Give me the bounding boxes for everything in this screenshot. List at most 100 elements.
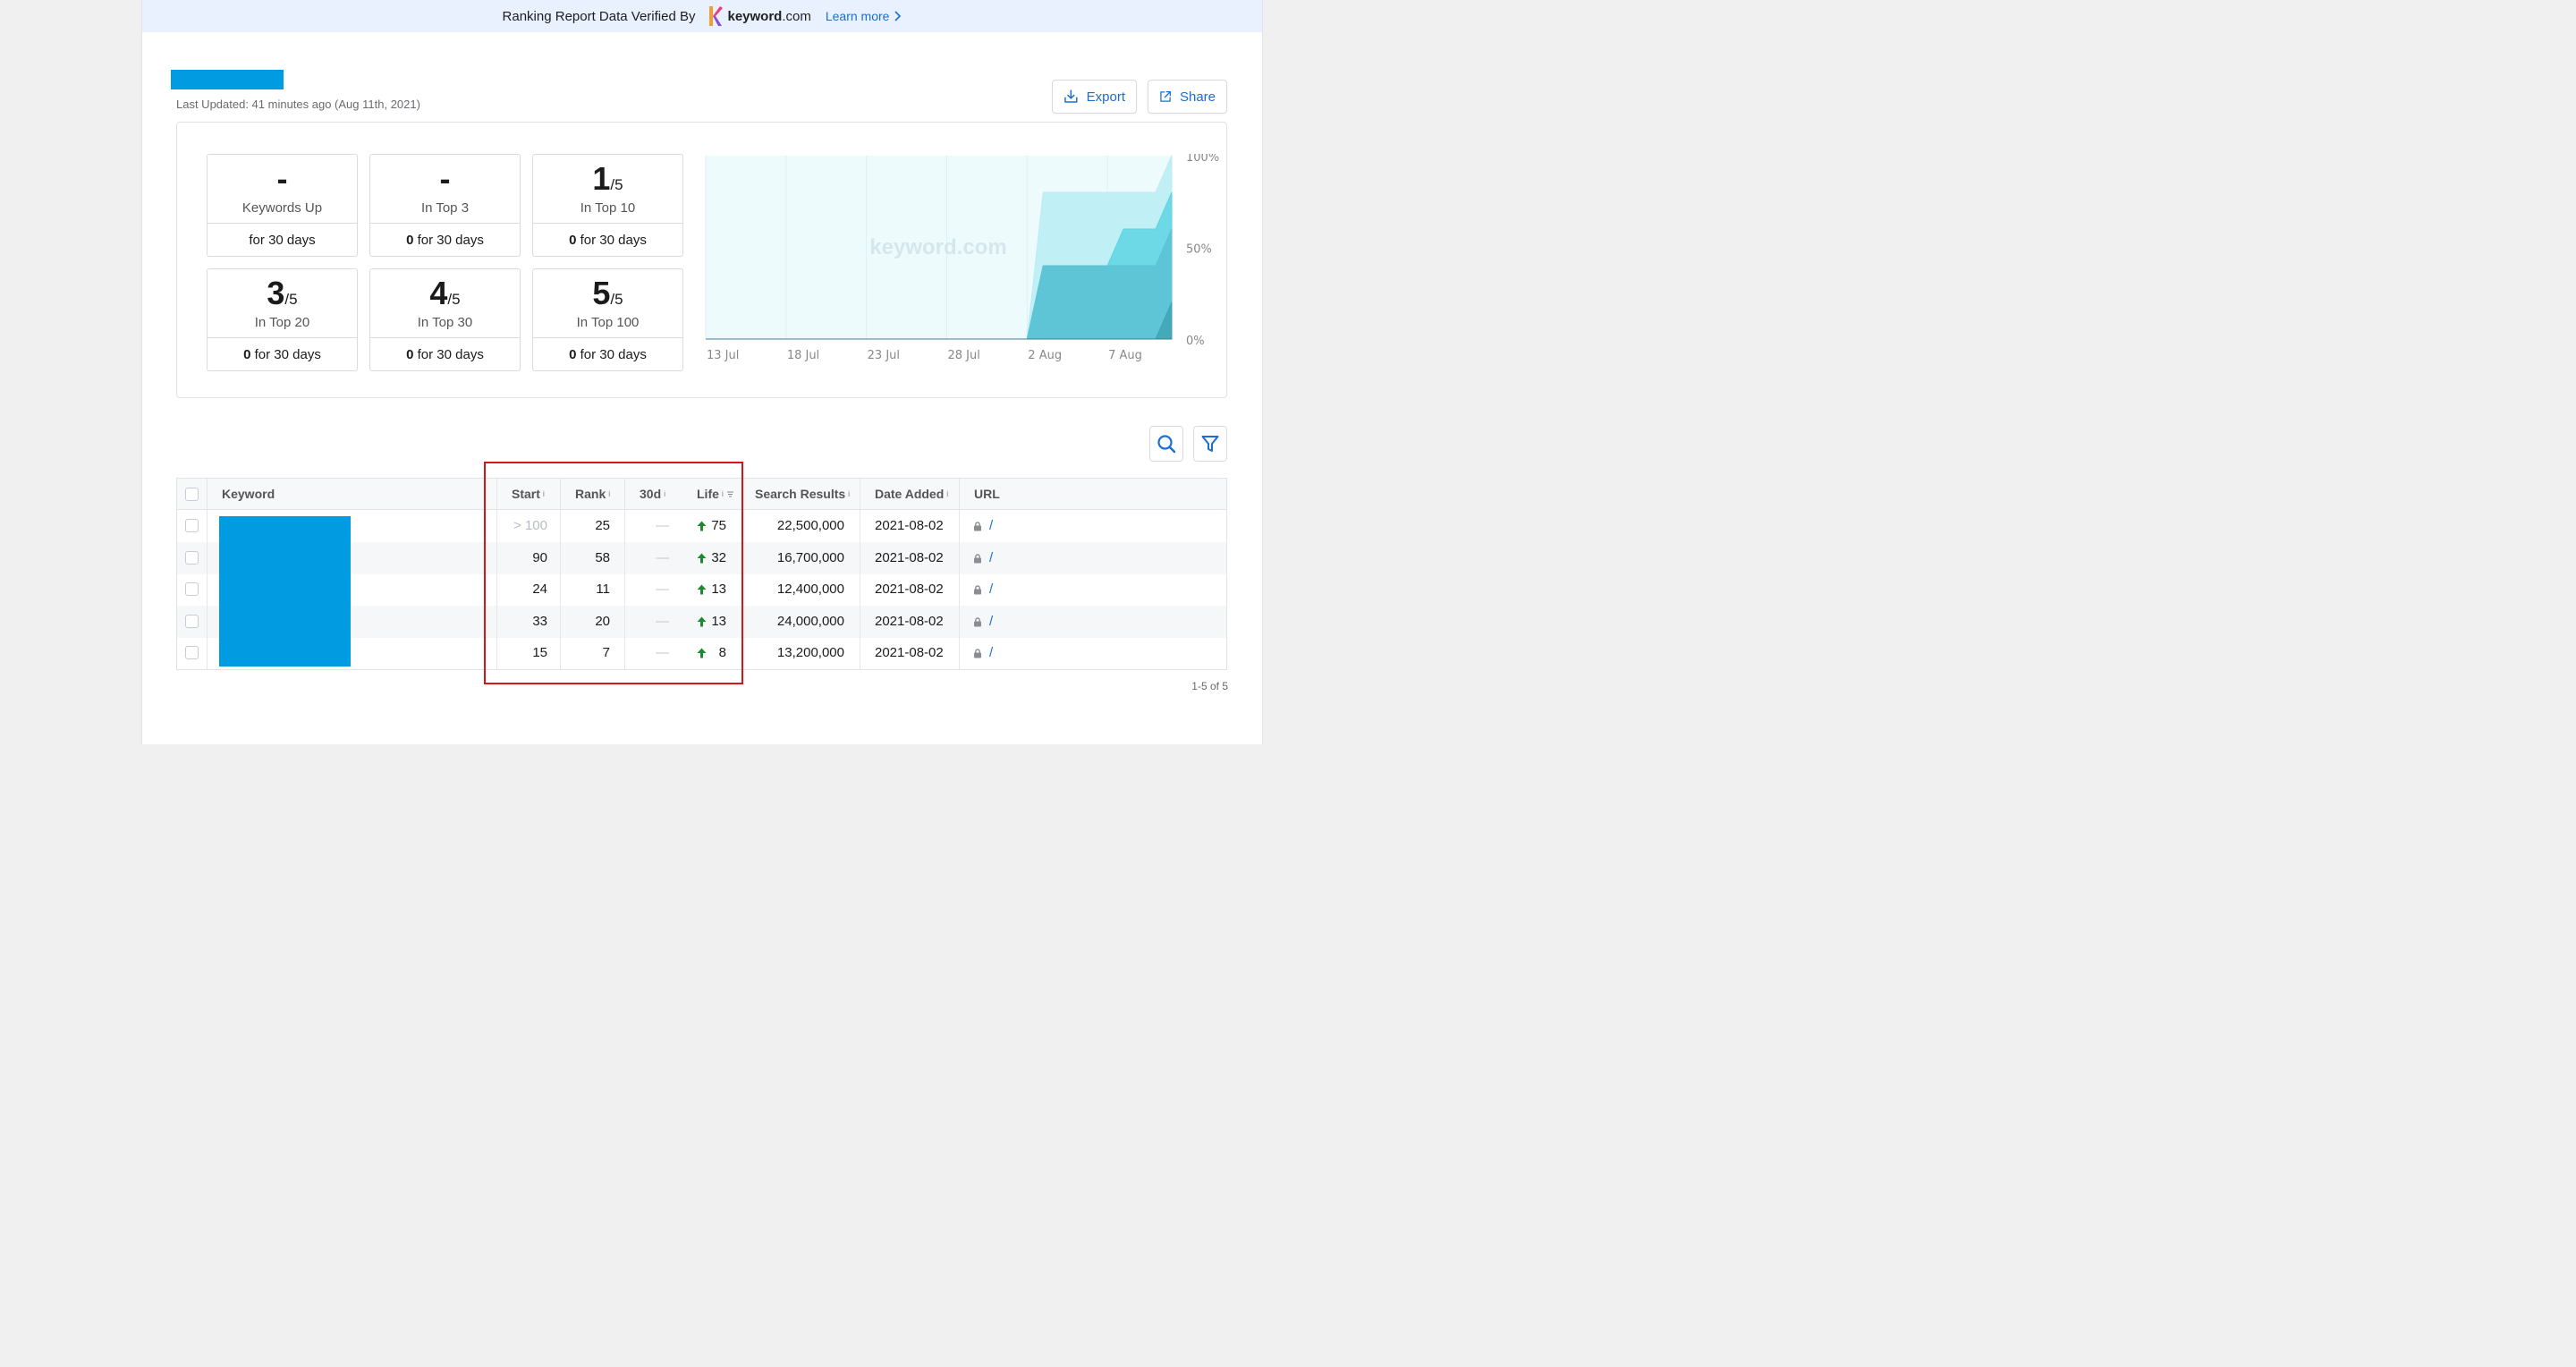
stat-label: Keywords Up [242,200,323,216]
stat-label: In Top 3 [420,200,470,216]
date-added: 2021-08-02 [875,518,944,533]
column-header-search-results[interactable]: Search Results i [755,479,851,509]
date-added: 2021-08-02 [875,582,944,597]
search-results-count: 24,000,000 [776,613,844,629]
life-change: 13 [696,573,726,606]
keywords-table: Keyword Start i Rank i 30d i Life i Search R… [176,478,1227,670]
table-row: 33 20 — 13 24,000,000 2021-08-02 / [177,605,1226,638]
stat-card: 4/5 In Top 30 0 for 30 days [369,268,521,371]
stat-card: 5/5 In Top 100 0 for 30 days [532,268,683,371]
column-header-keyword[interactable]: Keyword [222,479,275,509]
change-30d: — [656,549,669,565]
chart-y-tick-label: 100% [1186,154,1219,165]
export-button[interactable]: Export [1052,80,1137,114]
search-results-count: 16,700,000 [776,549,844,565]
current-rank: 58 [595,549,610,565]
start-rank: 33 [532,613,547,629]
stat-footer: 0 for 30 days [533,337,682,372]
stat-footer: 0 for 30 days [533,223,682,258]
chevron-right-icon [894,11,902,21]
column-header-life[interactable]: Life i [697,479,734,509]
start-rank: 90 [532,549,547,565]
column-divider [624,479,625,669]
row-checkbox[interactable] [185,519,199,532]
column-header-rank[interactable]: Rank i [575,479,611,509]
ranking-distribution-chart: keyword.com 13 Jul 18 Jul 23 Jul 28 Jul 2 Aug… [705,154,1219,362]
table-row: 24 11 — 13 12,400,000 2021-08-02 / [177,573,1226,606]
table-search-button[interactable] [1149,426,1183,462]
column-divider [496,479,497,669]
chart-x-tick-label: 28 Jul [947,349,979,362]
stat-value: 1/5 [592,160,623,197]
info-icon: i [542,489,545,498]
lock-icon [974,616,981,626]
keyword-logo: keyword.com [708,5,811,27]
table-row: 90 58 — 32 16,700,000 2021-08-02 / [177,541,1226,574]
chart-x-tick-label: 2 Aug [1028,349,1062,362]
keyword-column-redacted [219,516,351,667]
share-label: Share [1179,89,1216,105]
search-icon [1157,435,1176,454]
row-checkbox[interactable] [185,550,199,565]
lock-icon [974,553,981,563]
table-row: > 100 25 — 75 22,500,000 2021-08-02 / [177,510,1226,542]
stat-footer: 0 for 30 days [370,223,520,258]
life-change: 8 [696,637,726,669]
stat-card: 3/5 In Top 20 0 for 30 days [207,268,358,371]
search-results-count: 22,500,000 [776,518,844,533]
stat-label: In Top 10 [580,200,636,216]
table-row: 15 7 — 8 13,200,000 2021-08-02 / [177,637,1226,669]
last-updated-text: Last Updated: 41 minutes ago (Aug 11th, … [176,98,420,111]
stat-value: - [439,160,451,197]
column-header-url[interactable]: URL [974,479,1000,509]
sort-icon [726,491,733,497]
stat-footer: 0 for 30 days [208,337,357,372]
url-link[interactable]: / [989,518,994,533]
chart-watermark: keyword.com [869,235,1006,259]
keyword-logo-icon [709,6,724,26]
banner-text: Ranking Report Data Verified By [502,8,696,24]
change-30d: — [656,582,669,597]
stat-footer: for 30 days [208,223,357,258]
stat-card: - In Top 3 0 for 30 days [369,154,521,257]
learn-more-link[interactable]: Learn more [826,9,902,23]
url-link[interactable]: / [989,645,994,660]
info-icon: i [848,489,851,498]
row-checkbox[interactable] [185,614,199,628]
stat-value: 5/5 [592,275,623,311]
arrow-up-icon [697,584,707,595]
row-checkbox[interactable] [185,646,199,659]
chart-x-tick-label: 13 Jul [707,349,739,362]
learn-more-label: Learn more [825,9,890,23]
row-checkbox[interactable] [185,582,199,596]
stat-card: 1/5 In Top 10 0 for 30 days [532,154,683,257]
table-filter-button[interactable] [1193,426,1227,462]
life-change: 75 [696,510,726,542]
info-icon: i [664,489,666,498]
current-rank: 25 [595,518,610,533]
url-link[interactable]: / [989,549,994,565]
stat-label: In Top 30 [417,315,473,330]
column-header-start[interactable]: Start i [512,479,545,509]
stat-footer: 0 for 30 days [370,337,520,372]
column-header-date-added[interactable]: Date Added i [875,479,949,509]
select-all-checkbox[interactable] [185,488,199,501]
life-change: 13 [696,606,726,638]
url-link[interactable]: / [989,613,994,629]
lock-icon [974,522,981,531]
lock-icon [974,649,981,658]
lock-icon [974,585,981,595]
info-icon: i [946,489,949,498]
chart-y-tick-label: 50% [1186,243,1212,257]
keyword-logo-text: keyword.com [727,8,811,24]
search-results-count: 12,400,000 [776,582,844,597]
arrow-up-icon [697,521,707,531]
column-header-30d[interactable]: 30d i [640,479,666,509]
share-button[interactable]: Share [1148,80,1227,114]
info-icon: i [721,489,724,498]
date-added: 2021-08-02 [875,613,944,629]
column-divider [560,479,561,669]
report-title-redacted [171,70,284,89]
url-link[interactable]: / [989,582,994,597]
date-added: 2021-08-02 [875,549,944,565]
